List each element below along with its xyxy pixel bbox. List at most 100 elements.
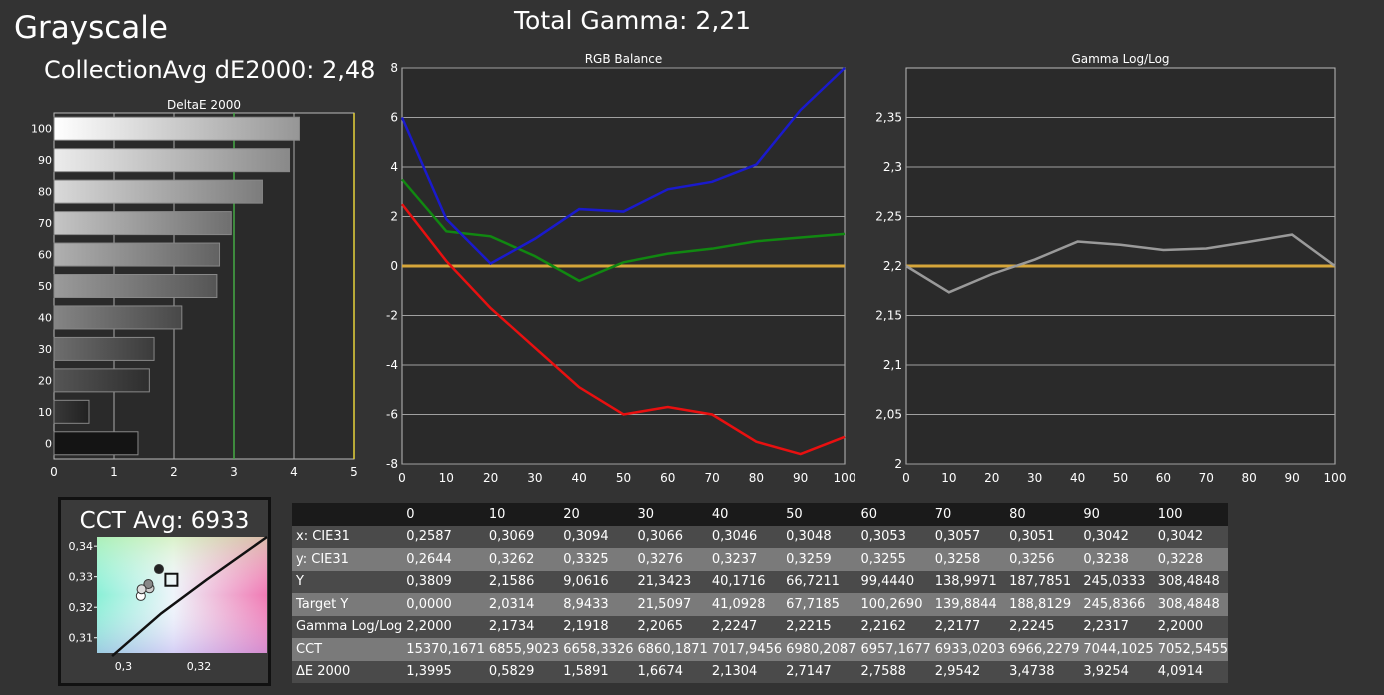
measured-point xyxy=(136,584,147,595)
y-tick-label: 2,3 xyxy=(883,160,902,174)
table-cell: 0,3066 xyxy=(633,525,708,548)
x-tick-label: 60 xyxy=(1156,471,1171,485)
y-tick-label: -2 xyxy=(386,309,398,323)
series-line xyxy=(401,178,846,283)
table-row: Gamma Log/Log 2,2000 2,1734 2,1918 2,2065 2,2… xyxy=(292,615,1228,638)
table-cell: 2,2245 xyxy=(1005,615,1080,638)
table-row: Target Y 0,0000 2,0314 8,9433 21,5097 41,0928… xyxy=(292,593,1228,616)
table-cell: 2,9542 xyxy=(930,660,1006,683)
column-header: 90 xyxy=(1079,503,1154,526)
y-tick-label: 70 xyxy=(38,217,52,230)
table-cell: 2,2317 xyxy=(1079,615,1154,638)
bar xyxy=(53,431,139,456)
x-tick-label: 60 xyxy=(660,471,675,485)
row-label: x: CIE31 xyxy=(292,525,403,548)
cct-avg-label: CCT Avg: 6933 xyxy=(79,508,250,534)
x-tick-label: 100 xyxy=(1324,471,1347,485)
table-cell: 2,7588 xyxy=(856,660,931,683)
y-tick-label: 2,25 xyxy=(875,210,902,224)
table-row: Y 0,3809 2,1586 9,0616 21,3423 40,1716 66,7211… xyxy=(292,570,1228,593)
cie-chromaticity-chart: 0,34 0,33 0,32 0,31 0,3 0,32 xyxy=(69,535,268,673)
table-cell: 0,3325 xyxy=(559,548,634,571)
y-tick-label: 0,31 xyxy=(69,632,94,645)
table-cell: 40,1716 xyxy=(707,570,783,593)
bar xyxy=(53,148,291,173)
x-tick-label: 4 xyxy=(290,465,298,479)
total-gamma-label: Total Gamma: 2,21 xyxy=(514,6,752,35)
y-tick-label: 50 xyxy=(38,280,52,293)
table-cell: 308,4848 xyxy=(1153,570,1228,593)
y-tick-label: 60 xyxy=(38,249,52,262)
table-cell: 67,7185 xyxy=(782,593,857,616)
table-cell: 245,8366 xyxy=(1079,593,1154,616)
table-cell: 2,2162 xyxy=(856,615,931,638)
measured-point xyxy=(143,579,154,590)
y-tick-label: -6 xyxy=(386,408,398,422)
x-tick-label: 0,32 xyxy=(187,660,212,673)
table-cell: 6933,0203 xyxy=(930,638,1006,661)
y-tick-label: 2,2 xyxy=(883,259,902,273)
table-corner xyxy=(292,503,403,526)
column-header: 60 xyxy=(856,503,931,526)
table-cell: 3,9254 xyxy=(1079,660,1154,683)
y-tick-label: 6 xyxy=(390,111,398,125)
chart-title: DeltaE 2000 xyxy=(167,98,241,112)
x-tick-label: 20 xyxy=(984,471,999,485)
table-row: CCT 15370,1671 6855,9023 6658,3326 6860,1871… xyxy=(292,638,1228,661)
y-tick-label: 4 xyxy=(390,160,398,174)
y-tick-label: 2,15 xyxy=(875,309,902,323)
chart-title: Gamma Log/Log xyxy=(1071,52,1169,66)
x-tick-label: 3 xyxy=(230,465,238,479)
y-tick-label: 2,05 xyxy=(875,408,902,422)
y-tick-label: 8 xyxy=(390,61,398,75)
table-cell: 6855,9023 xyxy=(484,638,560,661)
y-tick-label: 2,35 xyxy=(875,111,902,125)
table-cell: 0,3259 xyxy=(782,548,857,571)
table-cell: 0,3809 xyxy=(402,570,485,593)
x-tick-label: 70 xyxy=(704,471,719,485)
table-cell: 0,3048 xyxy=(782,525,857,548)
table-cell: 0,3069 xyxy=(484,525,560,548)
table-cell: 0,2644 xyxy=(402,548,485,571)
column-header: 20 xyxy=(559,503,634,526)
table-cell: 2,1918 xyxy=(559,615,634,638)
table-cell: 6658,3326 xyxy=(559,638,634,661)
x-tick-label: 0 xyxy=(398,471,406,485)
y-tick-label: 2 xyxy=(390,210,398,224)
y-tick-label: 30 xyxy=(38,343,52,356)
table-cell: 6860,1871 xyxy=(633,638,708,661)
table-cell: 99,4440 xyxy=(856,570,931,593)
table-cell: 187,7851 xyxy=(1005,570,1080,593)
x-tick-label: 80 xyxy=(749,471,764,485)
table-cell: 2,1586 xyxy=(484,570,560,593)
x-tick-label: 1 xyxy=(110,465,118,479)
table-cell: 0,3276 xyxy=(633,548,708,571)
bar xyxy=(53,211,232,236)
y-tick-label: -8 xyxy=(386,457,398,471)
x-tick-label: 0 xyxy=(50,465,58,479)
y-tick-label: 0,32 xyxy=(69,601,94,614)
table-header-row: 0 10 20 30 40 50 60 70 80 90 100 xyxy=(292,503,1228,526)
bar xyxy=(53,179,263,204)
table-cell: 0,2587 xyxy=(402,525,485,548)
table-cell: 9,0616 xyxy=(559,570,634,593)
table-cell: 1,6674 xyxy=(633,660,708,683)
row-label: ΔE 2000 xyxy=(292,660,403,683)
table-cell: 0,0000 xyxy=(402,593,485,616)
series-line xyxy=(401,203,846,456)
table-cell: 0,3057 xyxy=(930,525,1006,548)
x-tick-label: 5 xyxy=(350,465,358,479)
series-line xyxy=(905,233,1336,294)
x-tick-label: 90 xyxy=(793,471,808,485)
page-title: Grayscale xyxy=(14,10,168,46)
table-cell: 0,3228 xyxy=(1153,548,1228,571)
table-cell: 0,3042 xyxy=(1153,525,1228,548)
table-cell: 8,9433 xyxy=(559,593,634,616)
y-tick-label: 0 xyxy=(390,259,398,273)
table-cell: 188,8129 xyxy=(1005,593,1080,616)
table-cell: 100,2690 xyxy=(856,593,931,616)
table-cell: 2,2247 xyxy=(707,615,783,638)
x-tick-label: 30 xyxy=(1027,471,1042,485)
table-cell: 4,0914 xyxy=(1153,660,1228,683)
